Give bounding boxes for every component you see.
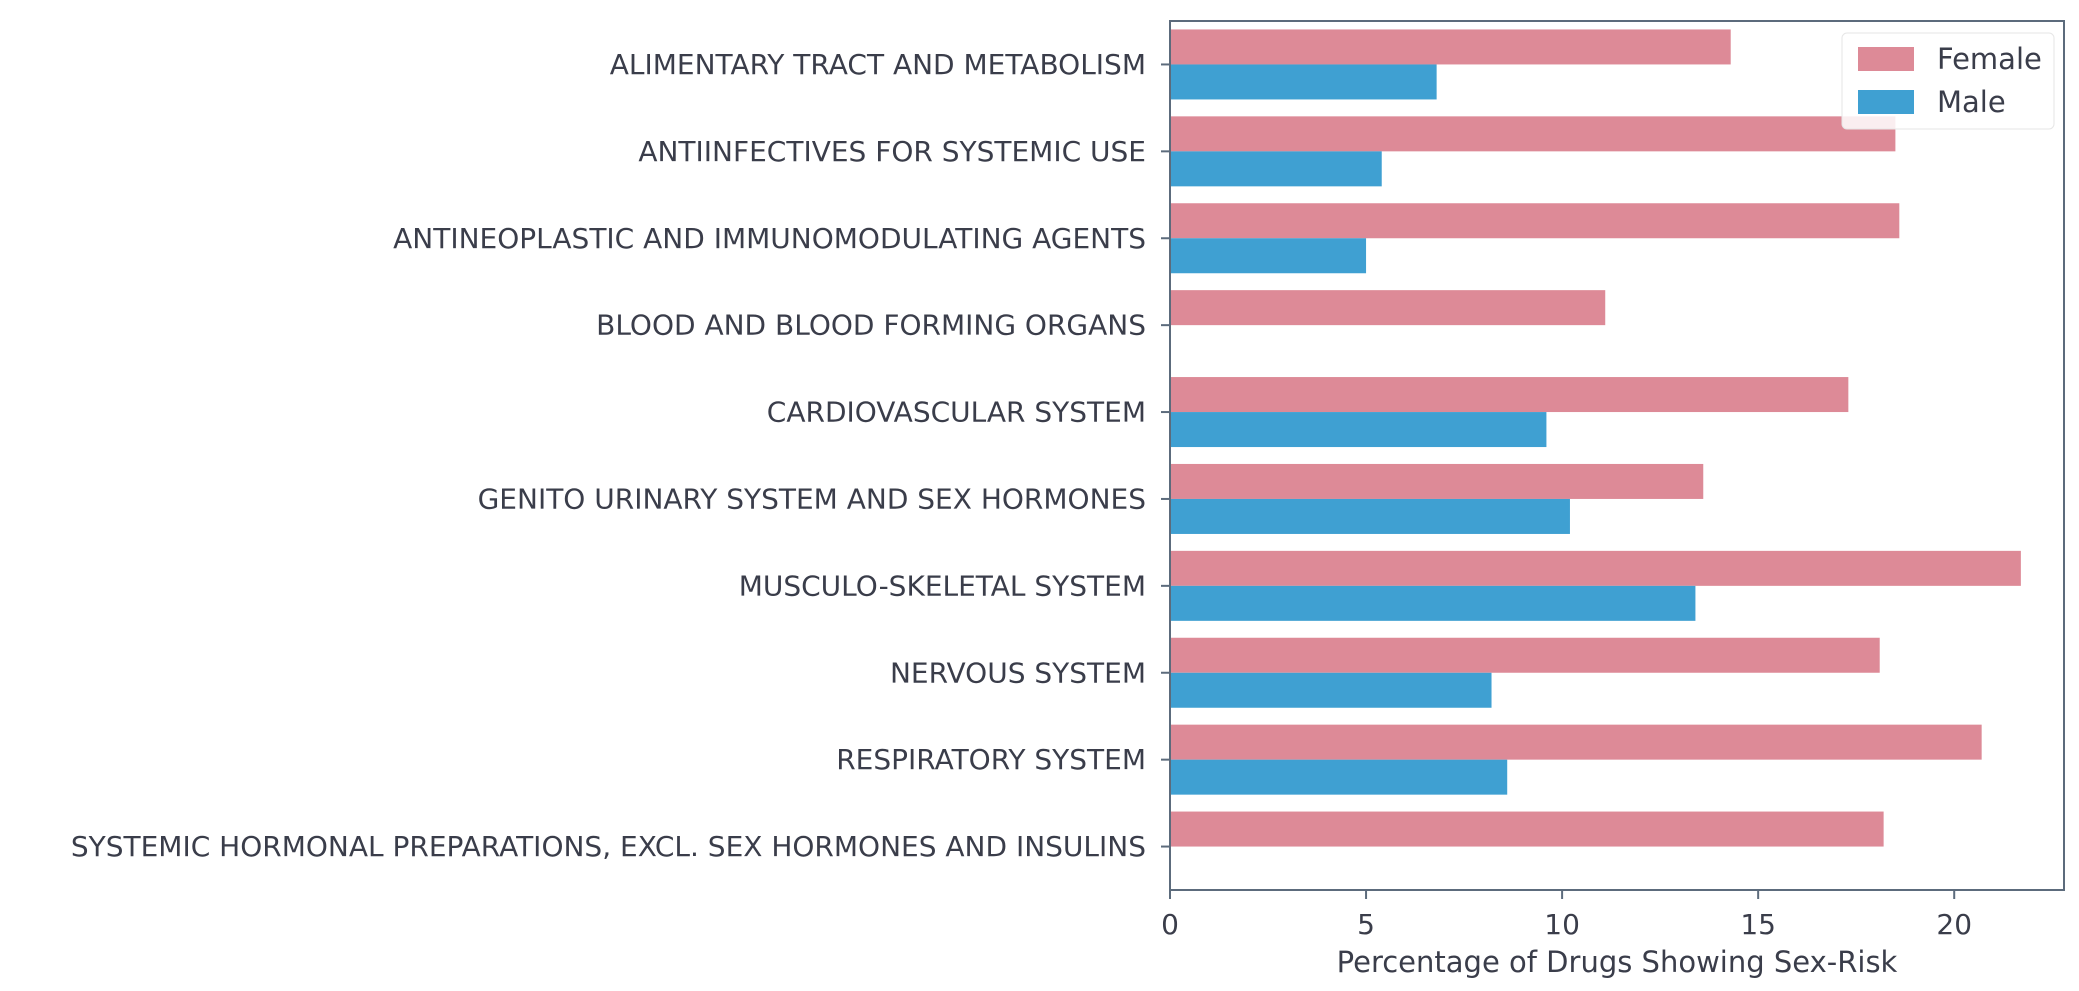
x-tick-label: 15 xyxy=(1740,908,1776,941)
bar-female-8 xyxy=(1170,724,1982,760)
category-label: MUSCULO-SKELETAL SYSTEM xyxy=(739,569,1146,602)
category-label: BLOOD AND BLOOD FORMING ORGANS xyxy=(596,309,1146,342)
bar-female-2 xyxy=(1170,203,1900,239)
legend-swatch-male xyxy=(1858,90,1914,114)
bars-layer xyxy=(1170,29,2021,847)
category-label: ALIMENTARY TRACT AND METABOLISM xyxy=(610,48,1146,81)
bar-female-5 xyxy=(1170,463,1704,499)
bar-male-4 xyxy=(1170,412,1547,448)
bar-female-6 xyxy=(1170,550,2021,586)
category-label: GENITO URINARY SYSTEM AND SEX HORMONES xyxy=(478,482,1146,515)
plot-frame xyxy=(1169,20,2065,891)
category-label: SYSTEMIC HORMONAL PREPARATIONS, EXCL. SE… xyxy=(71,830,1146,863)
bar-male-5 xyxy=(1170,498,1570,534)
bar-female-7 xyxy=(1170,637,1880,673)
x-tick-label: 0 xyxy=(1161,908,1179,941)
x-tick-label: 20 xyxy=(1936,908,1972,941)
bar-male-1 xyxy=(1170,151,1382,187)
bar-female-1 xyxy=(1170,116,1896,152)
bar-male-7 xyxy=(1170,672,1492,708)
legend-label-female: Female xyxy=(1937,42,2042,76)
category-label: ANTINEOPLASTIC AND IMMUNOMODULATING AGEN… xyxy=(393,222,1146,255)
category-label: RESPIRATORY SYSTEM xyxy=(836,743,1146,776)
x-axis: 0 5 10 15 20 xyxy=(1161,890,1972,941)
bar-male-6 xyxy=(1170,585,1696,621)
category-label: CARDIOVASCULAR SYSTEM xyxy=(767,396,1146,429)
bar-female-4 xyxy=(1170,377,1849,413)
bar-male-0 xyxy=(1170,64,1437,100)
x-tick-label: 5 xyxy=(1357,908,1375,941)
bar-female-3 xyxy=(1170,290,1606,326)
category-label: ANTIINFECTIVES FOR SYSTEMIC USE xyxy=(638,135,1146,168)
legend-swatch-female xyxy=(1858,47,1914,71)
category-label: NERVOUS SYSTEM xyxy=(890,656,1146,689)
legend: Female Male xyxy=(1841,32,2055,130)
legend-label-male: Male xyxy=(1937,85,2006,119)
category-labels: ALIMENTARY TRACT AND METABOLISM ANTIINFEC… xyxy=(71,48,1170,863)
bar-male-8 xyxy=(1170,759,1508,795)
x-tick-label: 10 xyxy=(1544,908,1580,941)
x-axis-title: Percentage of Drugs Showing Sex-Risk xyxy=(1337,945,1898,979)
bar-female-0 xyxy=(1170,29,1731,65)
bar-female-9 xyxy=(1170,811,1884,847)
bar-male-2 xyxy=(1170,238,1367,274)
